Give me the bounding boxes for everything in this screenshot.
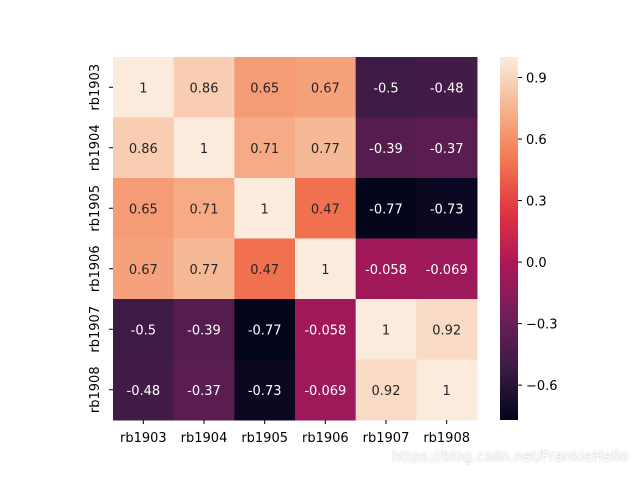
heatmap-cell-rb1907-rb1907 xyxy=(355,299,417,360)
heatmap-cell-rb1906-rb1903 xyxy=(113,238,175,300)
cell-label-rb1908-rb1907: 0.92 xyxy=(372,384,401,399)
cell-label-rb1903-rb1908: -0.48 xyxy=(430,81,464,96)
cell-label-rb1904-rb1908: -0.37 xyxy=(430,142,464,157)
heatmap-cell-rb1903-rb1906 xyxy=(295,57,357,118)
colorbar-tick-label: 0.6 xyxy=(526,133,547,148)
cell-label-rb1906-rb1904: 0.77 xyxy=(190,263,219,278)
heatmap-cell-rb1905-rb1907 xyxy=(355,178,417,239)
colorbar: 0.9 0.6 0.3 0.0 −0.3 −0.6 xyxy=(500,57,558,420)
heatmap-cell-rb1905-rb1906 xyxy=(295,178,357,239)
cell-label-rb1906-rb1907: -0.058 xyxy=(365,263,407,278)
cell-label-rb1904-rb1907: -0.39 xyxy=(369,142,403,157)
cell-label-rb1907-rb1908: 0.92 xyxy=(432,323,461,338)
colorbar-tick-label: 0.3 xyxy=(526,195,547,210)
cell-label-rb1905-rb1904: 0.71 xyxy=(190,202,219,217)
y-tick-label-rb1908: rb1908 xyxy=(88,366,103,413)
cell-label-rb1905-rb1908: -0.73 xyxy=(430,202,464,217)
heatmap-cell-rb1905-rb1903 xyxy=(113,178,175,239)
colorbar-tick-label: −0.3 xyxy=(526,318,558,333)
cell-label-rb1908-rb1908: 1 xyxy=(443,384,451,399)
heatmap-cell-rb1904-rb1905 xyxy=(234,117,296,179)
heatmap-cell-rb1908-rb1906 xyxy=(295,359,357,421)
heatmap-cell-rb1908-rb1903 xyxy=(113,359,175,421)
cell-label-rb1903-rb1904: 0.86 xyxy=(190,81,219,96)
heatmap-cell-rb1906-rb1904 xyxy=(173,238,235,300)
x-tick-label-rb1904: rb1904 xyxy=(181,431,228,446)
cell-label-rb1908-rb1906: -0.069 xyxy=(304,384,346,399)
cell-label-rb1906-rb1903: 0.67 xyxy=(129,263,158,278)
heatmap-cell-rb1903-rb1905 xyxy=(234,57,296,118)
heatmap-cell-rb1908-rb1908 xyxy=(416,359,478,421)
heatmap-cell-rb1908-rb1904 xyxy=(173,359,235,421)
heatmap-cell-rb1903-rb1907 xyxy=(355,57,417,118)
cell-label-rb1905-rb1907: -0.77 xyxy=(369,202,403,217)
cell-label-rb1907-rb1906: -0.058 xyxy=(304,323,346,338)
heatmap-cell-rb1904-rb1904 xyxy=(173,117,235,179)
heatmap-cell-rb1903-rb1908 xyxy=(416,57,478,118)
cell-label-rb1905-rb1905: 1 xyxy=(261,202,269,217)
heatmap-cell-rb1907-rb1908 xyxy=(416,299,478,360)
heatmap-cell-rb1905-rb1904 xyxy=(173,178,235,239)
x-axis: rb1903 rb1904 rb1905 rb1906 rb1907 rb1908 xyxy=(120,420,470,446)
x-tick-label-rb1906: rb1906 xyxy=(302,431,349,446)
cell-label-rb1907-rb1905: -0.77 xyxy=(248,323,282,338)
heatmap-cell-rb1907-rb1903 xyxy=(113,299,175,360)
cell-label-rb1904-rb1903: 0.86 xyxy=(129,142,158,157)
cell-label-rb1903-rb1903: 1 xyxy=(139,81,147,96)
y-tick-label-rb1904: rb1904 xyxy=(88,124,103,171)
heatmap-cell-rb1908-rb1907 xyxy=(355,359,417,421)
cell-label-rb1903-rb1906: 0.67 xyxy=(311,81,340,96)
heatmap-cell-rb1906-rb1906 xyxy=(295,238,357,300)
y-tick-label-rb1905: rb1905 xyxy=(88,185,103,232)
x-tick-label-rb1907: rb1907 xyxy=(363,431,410,446)
cell-label-rb1907-rb1903: -0.5 xyxy=(131,323,156,338)
cell-label-rb1908-rb1904: -0.37 xyxy=(187,384,221,399)
heatmap-cells xyxy=(113,57,478,421)
y-tick-label-rb1903: rb1903 xyxy=(88,64,103,111)
heatmap-cell-rb1907-rb1905 xyxy=(234,299,296,360)
cell-label-rb1906-rb1906: 1 xyxy=(321,263,329,278)
heatmap-cell-rb1904-rb1906 xyxy=(295,117,357,179)
cell-label-rb1903-rb1905: 0.65 xyxy=(250,81,279,96)
colorbar-tick-label: −0.6 xyxy=(526,379,558,394)
cell-label-rb1905-rb1906: 0.47 xyxy=(311,202,340,217)
cell-label-rb1907-rb1907: 1 xyxy=(382,323,390,338)
cell-label-rb1904-rb1905: 0.71 xyxy=(250,142,279,157)
heatmap-cell-rb1905-rb1905 xyxy=(234,178,296,239)
heatmap-cell-rb1908-rb1905 xyxy=(234,359,296,421)
colorbar-gradient-bar xyxy=(500,57,518,420)
cell-label-rb1908-rb1905: -0.73 xyxy=(248,384,282,399)
cell-label-rb1907-rb1904: -0.39 xyxy=(187,323,221,338)
cell-label-rb1908-rb1903: -0.48 xyxy=(127,384,161,399)
cell-label-rb1903-rb1907: -0.5 xyxy=(373,81,398,96)
x-tick-label-rb1905: rb1905 xyxy=(241,431,288,446)
heatmap-cell-rb1904-rb1903 xyxy=(113,117,175,179)
heatmap-cell-rb1907-rb1904 xyxy=(173,299,235,360)
y-tick-label-rb1906: rb1906 xyxy=(88,245,103,292)
x-tick-label-rb1903: rb1903 xyxy=(120,431,167,446)
y-tick-label-rb1907: rb1907 xyxy=(88,306,103,353)
heatmap-cell-rb1905-rb1908 xyxy=(416,178,478,239)
heatmap-cell-rb1903-rb1904 xyxy=(173,57,235,118)
colorbar-tick-label: 0.9 xyxy=(526,72,547,87)
cell-annotations: 1 0.86 0.65 0.67 -0.5 -0.48 0.86 1 0.71 0.77 -0.39… xyxy=(127,81,468,399)
cell-label-rb1905-rb1903: 0.65 xyxy=(129,202,158,217)
heatmap-cell-rb1906-rb1905 xyxy=(234,238,296,300)
cell-label-rb1904-rb1904: 1 xyxy=(200,142,208,157)
heatmap-cell-rb1906-rb1907 xyxy=(355,238,417,300)
x-tick-label-rb1908: rb1908 xyxy=(423,431,470,446)
cell-label-rb1906-rb1905: 0.47 xyxy=(250,263,279,278)
colorbar-tick-label: 0.0 xyxy=(526,256,547,271)
heatmap-cell-rb1904-rb1908 xyxy=(416,117,478,179)
heatmap-cell-rb1903-rb1903 xyxy=(113,57,175,118)
heatmap-cell-rb1906-rb1908 xyxy=(416,238,478,300)
y-axis: rb1903 rb1904 rb1905 rb1906 rb1907 rb1908 xyxy=(88,64,113,413)
cell-label-rb1906-rb1908: -0.069 xyxy=(426,263,468,278)
cell-label-rb1904-rb1906: 0.77 xyxy=(311,142,340,157)
heatmap-cell-rb1907-rb1906 xyxy=(295,299,357,360)
heatmap-cell-rb1904-rb1907 xyxy=(355,117,417,179)
